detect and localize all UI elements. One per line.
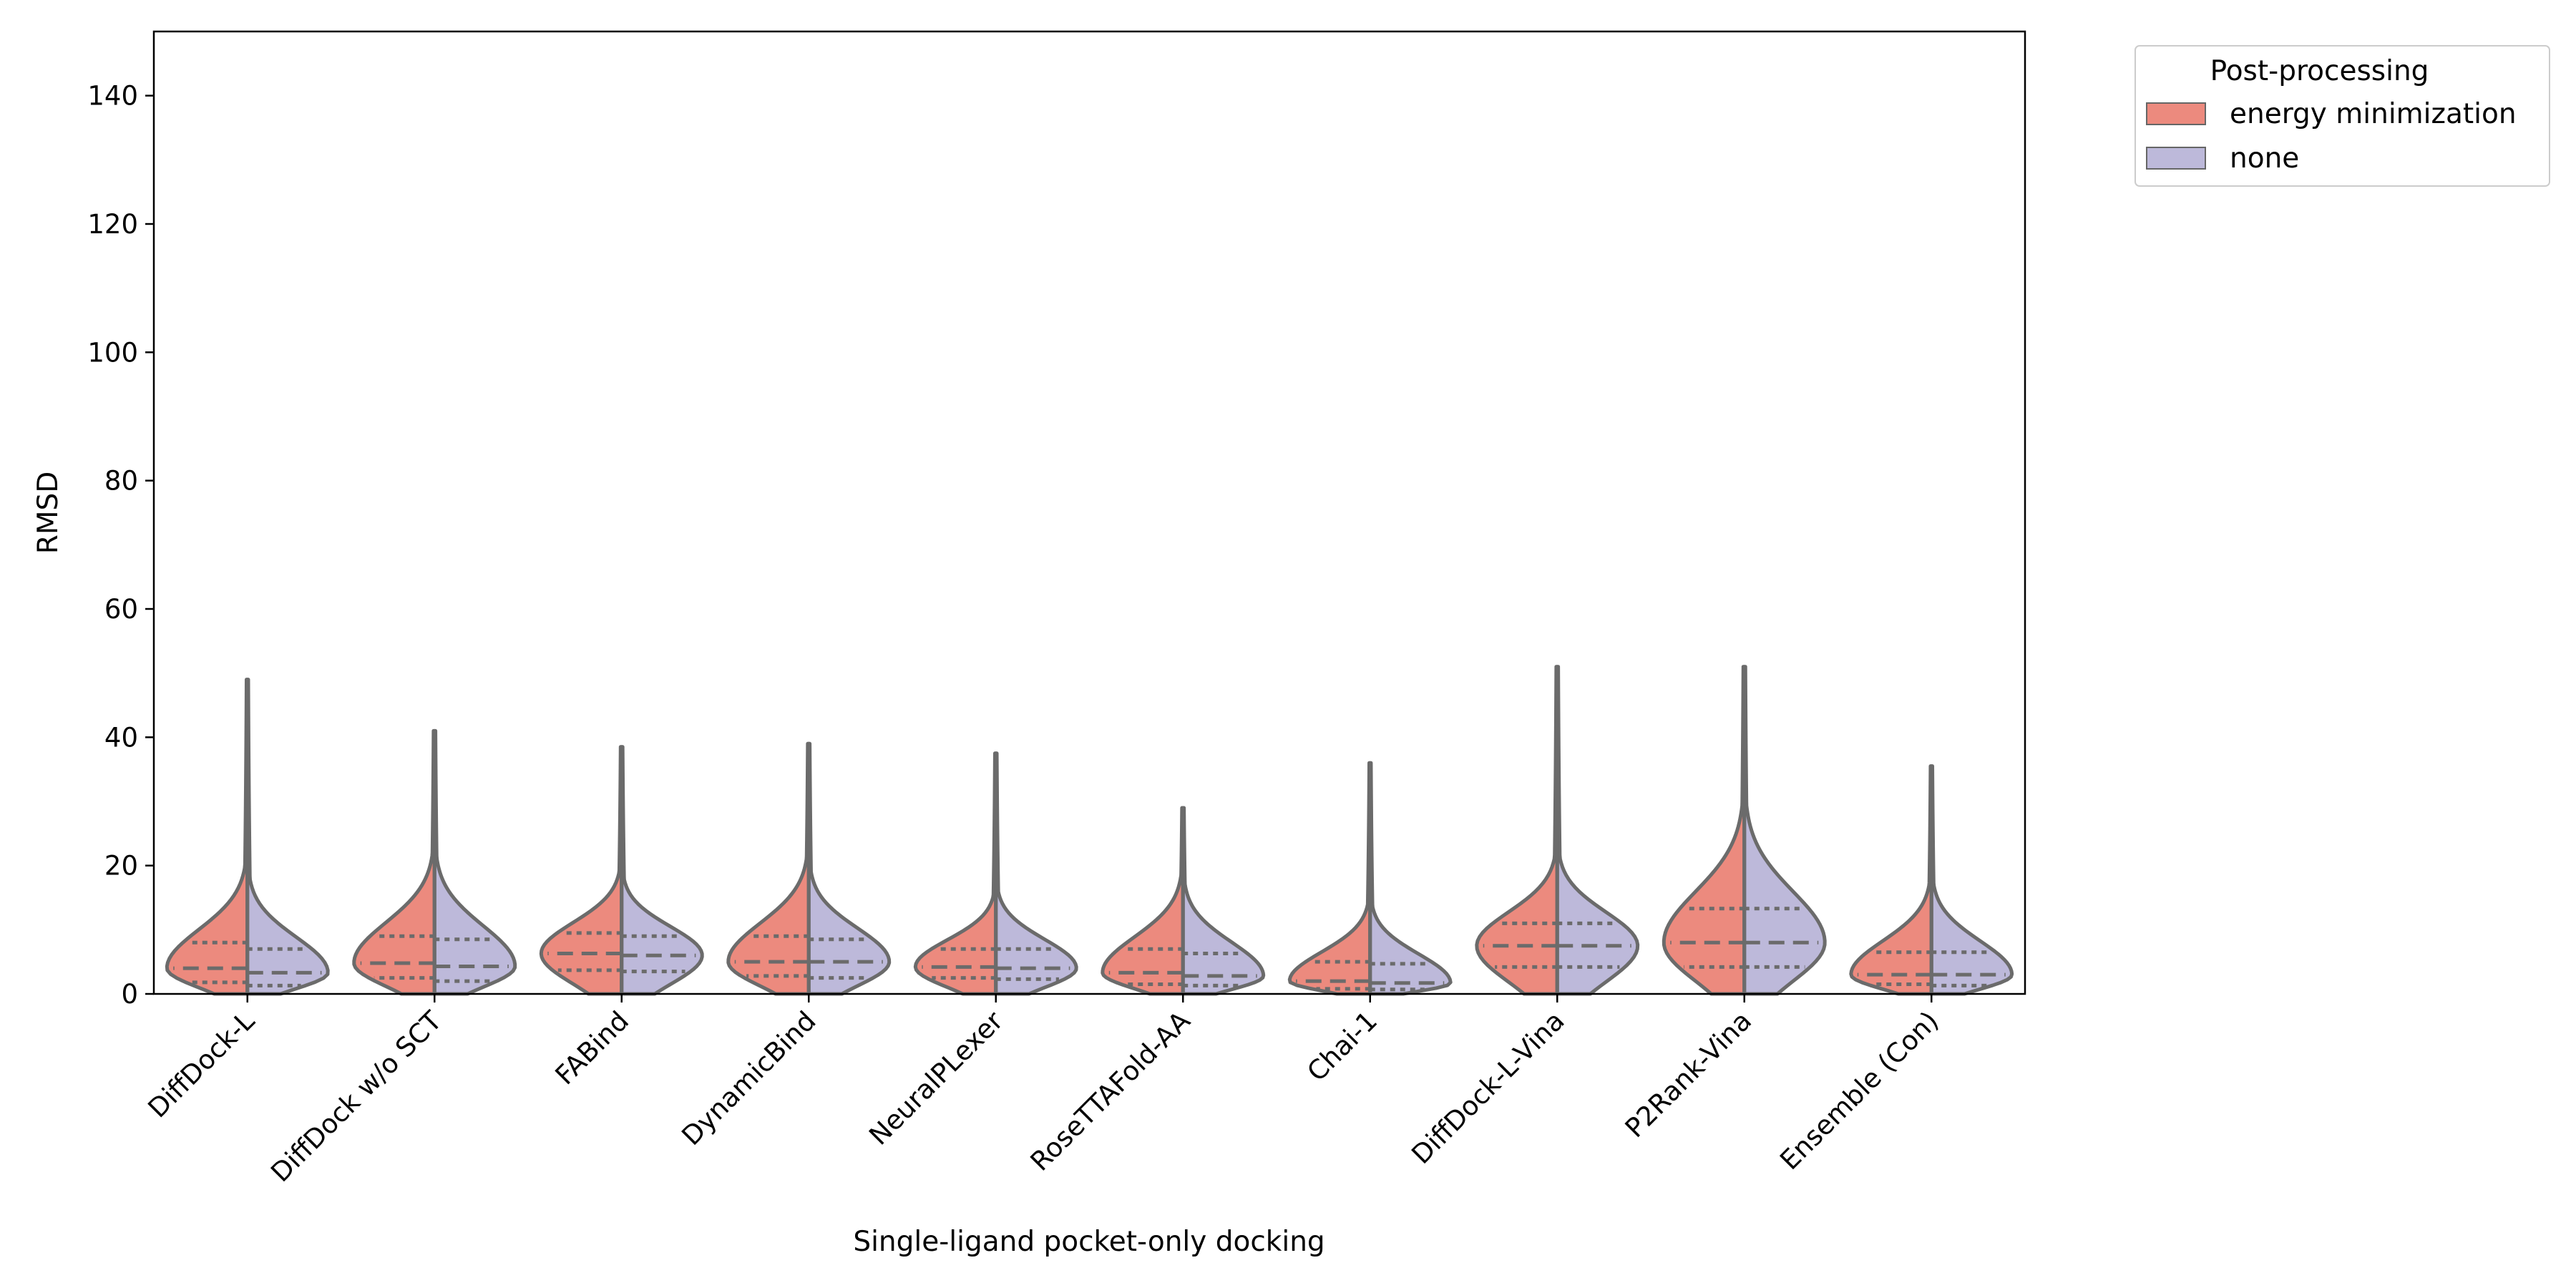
violin-6 <box>1287 761 1453 996</box>
y-tick-label: 60 <box>104 594 138 625</box>
plot-area <box>165 665 2014 996</box>
violin-7 <box>1475 665 1640 996</box>
y-tick-label: 20 <box>104 851 138 882</box>
violin-3 <box>726 741 892 996</box>
legend-title: Post-processing <box>2210 55 2429 87</box>
violin-half-none <box>1742 665 1827 996</box>
violin-half-energy-minimization <box>1662 665 1747 996</box>
violin-9 <box>1849 764 2014 996</box>
y-tick-label: 140 <box>87 81 138 112</box>
violin-half-none <box>994 751 1078 996</box>
x-axis: DiffDock-L DiffDock w/o SCT FABind DynamicB… <box>142 994 1945 1188</box>
x-tick-label: Chai-1 <box>1301 1005 1383 1088</box>
x-tick-label: RoseTTAFold-AA <box>1025 1005 1196 1177</box>
x-axis-label: Single-ligand pocket-only docking <box>853 1226 1324 1258</box>
x-tick-label: NeuralPLexer <box>863 1005 1009 1151</box>
violin-half-energy-minimization <box>1101 806 1185 996</box>
y-tick-label: 100 <box>87 337 138 368</box>
violin-0 <box>165 678 330 996</box>
legend: Post-processing energy minimization none <box>2135 45 2550 187</box>
violin-half-energy-minimization <box>352 728 436 996</box>
x-tick-label: P2Rank-Vina <box>1619 1005 1757 1143</box>
violin-half-none <box>1368 761 1453 996</box>
legend-label-none: none <box>2230 142 2299 175</box>
violin-half-energy-minimization <box>726 741 811 996</box>
violin-half-energy-minimization <box>1849 764 1933 996</box>
legend-frame <box>2135 45 2550 187</box>
violin-half-none <box>245 678 330 996</box>
violin-half-none <box>806 741 892 996</box>
y-axis: 0 20 40 60 80 100 120 140 <box>87 81 154 1010</box>
x-tick-label: Ensemble (Con) <box>1774 1005 1944 1176</box>
x-tick-label: DynamicBind <box>675 1005 821 1151</box>
violin-1 <box>352 728 517 996</box>
violin-half-none <box>1929 764 2014 996</box>
x-tick-label: DiffDock-L <box>142 1005 261 1124</box>
violin-half-energy-minimization <box>165 678 250 996</box>
y-axis-label: RMSD <box>32 472 64 555</box>
legend-label-energy-minimization: energy minimization <box>2230 98 2517 130</box>
y-tick-label: 0 <box>121 979 138 1010</box>
y-tick-label: 120 <box>87 209 138 240</box>
violin-2 <box>539 745 704 996</box>
violin-half-energy-minimization <box>539 745 624 996</box>
x-tick-label: DiffDock w/o SCT <box>265 1005 448 1189</box>
x-tick-label: FABind <box>550 1005 635 1091</box>
x-tick-label: DiffDock-L-Vina <box>1405 1005 1570 1170</box>
legend-swatch-energy-minimization <box>2146 102 2206 125</box>
violin-half-none <box>1181 806 1266 996</box>
violin-4 <box>913 751 1078 996</box>
violin-half-none <box>432 728 517 996</box>
legend-swatch-none <box>2146 147 2206 170</box>
plot-frame <box>152 30 2026 995</box>
violin-5 <box>1101 806 1266 996</box>
y-tick-label: 80 <box>104 466 138 497</box>
y-tick-label: 40 <box>104 722 138 753</box>
violin-half-energy-minimization <box>1287 761 1372 996</box>
violin-8 <box>1662 665 1827 996</box>
violin-half-energy-minimization <box>913 751 998 996</box>
